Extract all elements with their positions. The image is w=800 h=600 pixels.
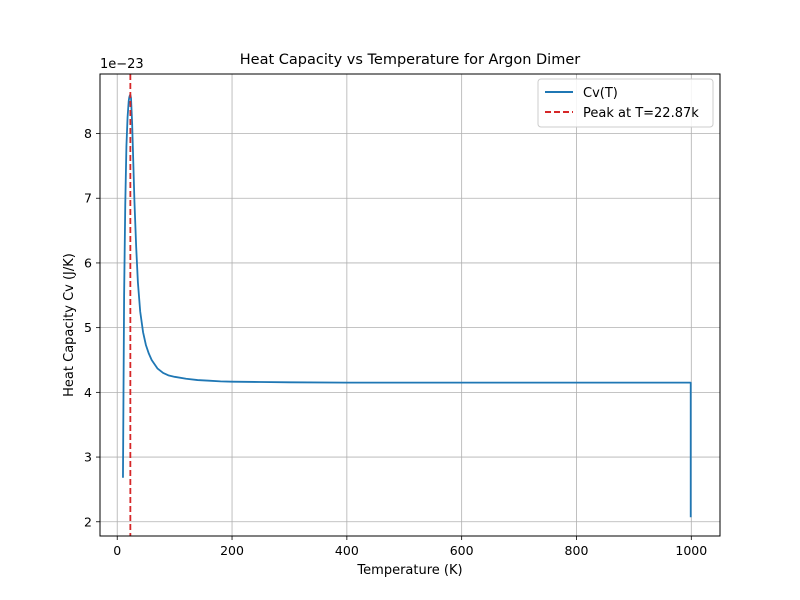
y-tick-label: 7 [84,191,92,206]
y-tick-label: 2 [84,514,92,529]
x-tick-label: 1000 [675,543,707,558]
y-offset-label: 1e−23 [100,57,144,72]
x-tick-label: 400 [335,543,359,558]
x-tick-label: 600 [450,543,474,558]
y-tick-label: 8 [84,126,92,141]
x-tick-label: 800 [565,543,589,558]
x-axis-label: Temperature (K) [356,563,462,578]
grid-lines [100,74,720,536]
axis-ticks: 0 200 400 600 800 1000 2 3 4 5 6 7 8 [84,126,707,558]
series-line-cv [122,93,692,518]
y-axis-label: Heat Capacity Cv (J/K) [62,253,77,397]
x-tick-label: 0 [113,543,121,558]
x-tick-label: 200 [220,543,244,558]
plot-area [122,74,692,536]
legend-box [537,78,714,128]
y-tick-label: 3 [84,450,92,465]
y-tick-label: 5 [84,320,92,335]
legend-label-peak: Peak at T=22.87k [583,106,699,121]
y-tick-label: 6 [84,255,92,270]
axes-frame [99,73,721,537]
chart-title: Heat Capacity vs Temperature for Argon D… [240,52,580,68]
legend: Cv(T) Peak at T=22.87k [537,78,714,128]
y-tick-label: 4 [84,385,92,400]
legend-label-cv: Cv(T) [583,86,618,101]
